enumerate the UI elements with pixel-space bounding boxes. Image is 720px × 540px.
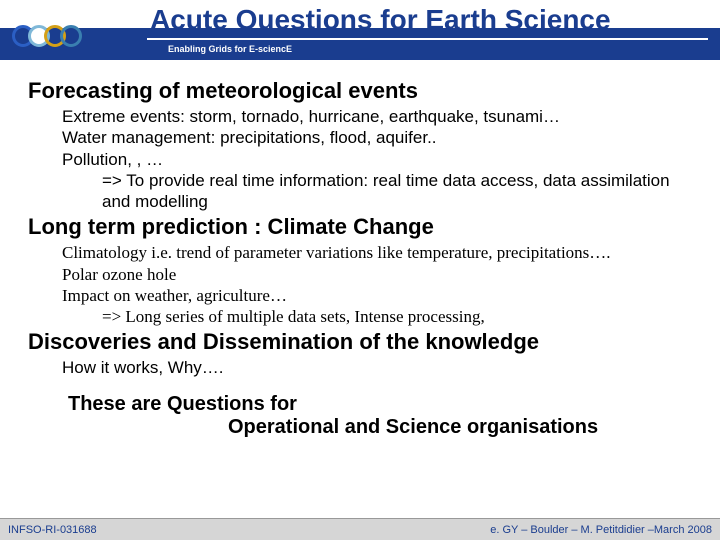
body-line: Extreme events: storm, tornado, hurrican… [62, 106, 692, 127]
header: Acute Questions for Earth Science Enabli… [0, 0, 720, 68]
arrow-line: => Long series of multiple data sets, In… [102, 306, 692, 327]
logo-circle-icon [60, 25, 82, 47]
body-line: Pollution, , … [62, 149, 692, 170]
slide-title: Acute Questions for Earth Science [150, 4, 611, 36]
section-heading: Long term prediction : Climate Change [28, 214, 692, 240]
body-line: Impact on weather, agriculture… [62, 285, 692, 306]
closing-line: Operational and Science organisations [228, 416, 692, 439]
logo-circles [12, 25, 82, 47]
content: Forecasting of meteorological events Ext… [0, 68, 720, 439]
body-line: How it works, Why…. [62, 357, 692, 378]
footer: INFSO-RI-031688 e. GY – Boulder – M. Pet… [0, 518, 720, 540]
footer-right: e. GY – Boulder – M. Petitdidier –March … [490, 524, 712, 536]
section-heading: Discoveries and Dissemination of the kno… [28, 329, 692, 355]
arrow-line: => To provide real time information: rea… [102, 170, 692, 213]
body-line: Climatology i.e. trend of parameter vari… [62, 242, 692, 263]
tagline: Enabling Grids for E-sciencE [168, 44, 292, 54]
body-line: Polar ozone hole [62, 264, 692, 285]
closing-line: These are Questions for [68, 393, 692, 416]
title-underline [147, 38, 708, 40]
footer-left: INFSO-RI-031688 [8, 524, 490, 536]
body-line: Water management: precipitations, flood,… [62, 127, 692, 148]
section-heading: Forecasting of meteorological events [28, 78, 692, 104]
logo [12, 8, 142, 63]
